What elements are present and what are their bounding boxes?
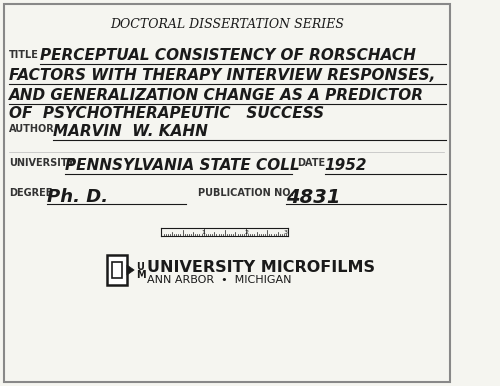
Polygon shape: [127, 265, 134, 275]
Text: OF  PSYCHOTHERAPEUTIC   SUCCESS: OF PSYCHOTHERAPEUTIC SUCCESS: [9, 106, 324, 121]
Text: 1952: 1952: [324, 158, 367, 173]
Text: FACTORS WITH THERAPY INTERVIEW RESPONSES,: FACTORS WITH THERAPY INTERVIEW RESPONSES…: [9, 68, 436, 83]
Text: PENNSYLVANIA STATE COLL: PENNSYLVANIA STATE COLL: [66, 158, 300, 173]
Text: Ph. D.: Ph. D.: [47, 188, 108, 206]
Text: U: U: [136, 262, 144, 272]
Text: 4831: 4831: [286, 188, 340, 207]
Text: 3: 3: [284, 230, 288, 235]
Text: UNIVERSITY MICROFILMS: UNIVERSITY MICROFILMS: [147, 260, 375, 275]
Text: PUBLICATION NO.: PUBLICATION NO.: [198, 188, 294, 198]
Text: UNIVERSITY: UNIVERSITY: [9, 158, 74, 168]
Text: ANN ARBOR  •  MICHIGAN: ANN ARBOR • MICHIGAN: [147, 275, 292, 285]
Text: DATE: DATE: [298, 158, 326, 168]
Text: MARVIN  W. KAHN: MARVIN W. KAHN: [52, 124, 208, 139]
Text: AUTHOR: AUTHOR: [9, 124, 55, 134]
Text: PERCEPTUAL CONSISTENCY OF RORSCHACH: PERCEPTUAL CONSISTENCY OF RORSCHACH: [40, 48, 416, 63]
Text: M: M: [136, 270, 145, 280]
Text: DOCTORAL DISSERTATION SERIES: DOCTORAL DISSERTATION SERIES: [110, 18, 344, 31]
Text: AND GENERALIZATION CHANGE AS A PREDICTOR: AND GENERALIZATION CHANGE AS A PREDICTOR: [9, 88, 424, 103]
Text: 1: 1: [202, 230, 205, 235]
Text: TITLE: TITLE: [9, 50, 39, 60]
Bar: [107, 255, 127, 285]
Text: DEGREE: DEGREE: [9, 188, 52, 198]
Bar: [112, 262, 122, 278]
Text: 2: 2: [244, 230, 248, 235]
